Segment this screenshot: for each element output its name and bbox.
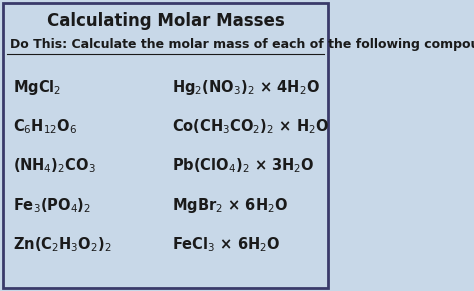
Text: FeCl$_3$ × 6H$_2$O: FeCl$_3$ × 6H$_2$O: [172, 235, 281, 254]
Text: MgBr$_2$ × 6H$_2$O: MgBr$_2$ × 6H$_2$O: [172, 196, 288, 215]
Text: Zn(C$_2$H$_3$O$_2$)$_2$: Zn(C$_2$H$_3$O$_2$)$_2$: [13, 235, 112, 254]
Text: Pb(ClO$_4$)$_2$ × 3H$_2$O: Pb(ClO$_4$)$_2$ × 3H$_2$O: [172, 157, 315, 175]
Text: Fe$_3$(PO$_4$)$_2$: Fe$_3$(PO$_4$)$_2$: [13, 196, 91, 214]
Text: MgCl$_2$: MgCl$_2$: [13, 78, 62, 97]
Text: Co(CH$_3$CO$_2$)$_2$ × H$_2$O: Co(CH$_3$CO$_2$)$_2$ × H$_2$O: [172, 117, 329, 136]
Text: C$_6$H$_{12}$O$_6$: C$_6$H$_{12}$O$_6$: [13, 117, 77, 136]
Text: (NH$_4$)$_2$CO$_3$: (NH$_4$)$_2$CO$_3$: [13, 157, 96, 175]
Text: Hg$_2$(NO$_3$)$_2$ × 4H$_2$O: Hg$_2$(NO$_3$)$_2$ × 4H$_2$O: [172, 78, 320, 97]
Text: Do This: Calculate the molar mass of each of the following compounds:: Do This: Calculate the molar mass of eac…: [10, 38, 474, 51]
Text: Calculating Molar Masses: Calculating Molar Masses: [46, 12, 284, 30]
